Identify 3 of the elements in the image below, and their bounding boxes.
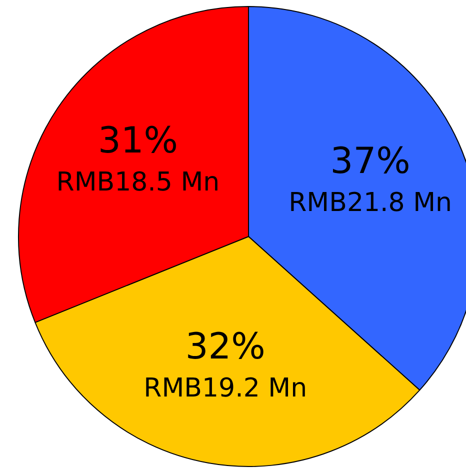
data-label: 31% RMB18.5 Mn (56, 120, 220, 198)
data-label: 37% RMB21.8 Mn (288, 140, 452, 218)
data-label: 32% RMB19.2 Mn (144, 326, 308, 404)
